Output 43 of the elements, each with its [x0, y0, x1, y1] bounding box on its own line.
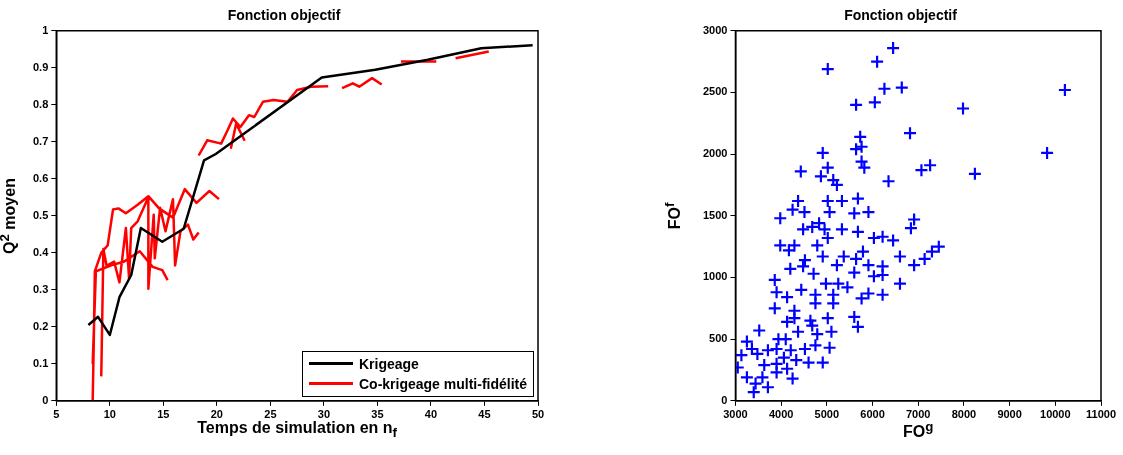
x-tick-label: 30	[317, 408, 331, 421]
y-tick-label: 2500	[702, 85, 728, 98]
y-tick-label: 1500	[702, 208, 728, 221]
x-tick-label: 35	[371, 408, 384, 421]
x-tick-label: 3000	[723, 408, 748, 421]
y-tick-label: 1	[42, 23, 49, 36]
x-tick-label: 10	[103, 408, 116, 421]
x-axis-title: FO$^{g}$	[903, 418, 934, 442]
y-tick-label: 0.3	[32, 282, 49, 295]
y-tick-label: 0.6	[32, 171, 49, 184]
y-tick-label: 1000	[702, 270, 728, 283]
y-tick-label: 0.7	[32, 134, 49, 147]
x-tick-label: 11000	[1086, 408, 1116, 421]
y-tick-label: 0.9	[32, 60, 49, 73]
x-tick-label: 25	[264, 408, 277, 421]
x-tick-label: 5000	[814, 408, 840, 421]
x-tick-label: 8000	[951, 408, 977, 421]
y-tick-label: 0	[42, 393, 49, 406]
y-tick-label: 0.5	[32, 208, 49, 221]
x-tick-label: 40	[424, 408, 438, 421]
y-tick-label: 2000	[702, 147, 728, 160]
x-tick-label: 15	[157, 408, 170, 421]
x-tick-label: 50	[531, 408, 545, 421]
y-tick-label: 0.2	[32, 319, 49, 332]
y-tick-label: 0.1	[32, 356, 49, 369]
x-axis-title: Temps de simulation en n$_{f}$	[197, 418, 398, 440]
chart-title: Fonction objectif	[227, 7, 341, 24]
x-tick-label: 20	[210, 408, 223, 421]
x-tick-label: 5	[53, 408, 60, 421]
y-tick-label: 0	[721, 393, 728, 406]
x-tick-label: 4000	[768, 408, 794, 421]
y-tick-label: 0.8	[32, 97, 49, 110]
x-tick-label: 10000	[1040, 408, 1071, 421]
x-tick-label: 7000	[905, 408, 931, 421]
chart-title: Fonction objectif	[844, 7, 958, 24]
y-tick-label: 0.4	[32, 245, 50, 258]
x-tick-label: 45	[478, 408, 491, 421]
x-tick-label: 9000	[997, 408, 1022, 421]
legend-label: Krigeage	[359, 354, 419, 374]
y-tick-label: 500	[709, 332, 728, 345]
y-tick-label: 3000	[702, 23, 728, 36]
x-tick-label: 6000	[860, 408, 885, 421]
legend-label: Co-krigeage multi-fidélité	[359, 374, 528, 394]
